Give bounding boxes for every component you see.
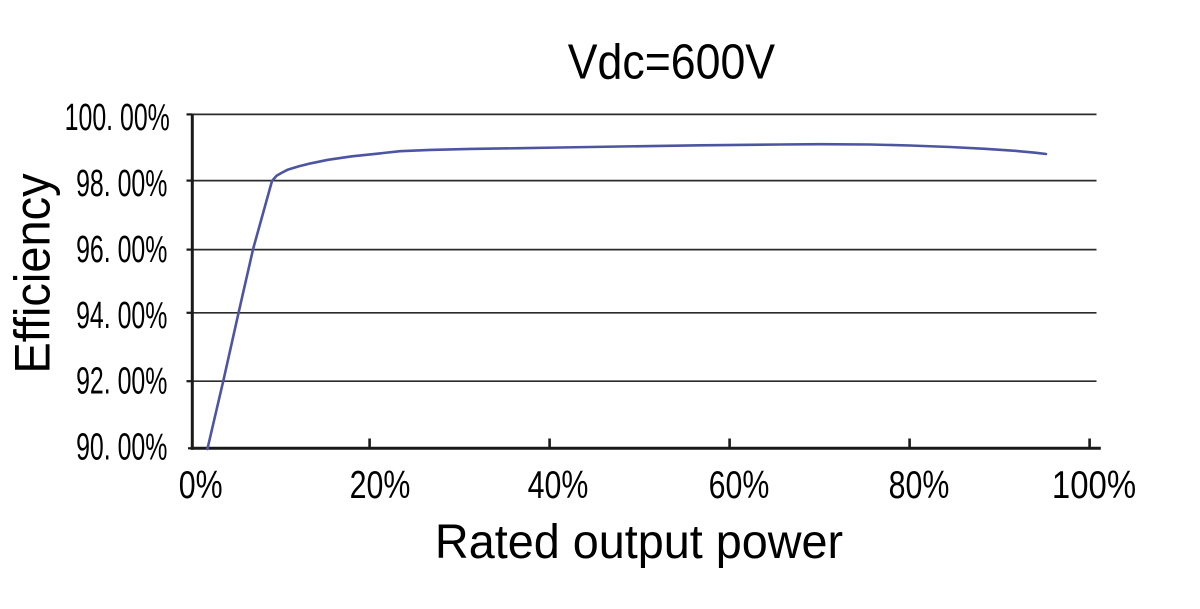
svg-text:92. 00%: 92. 00% [76,359,167,402]
svg-text:98. 00%: 98. 00% [76,162,167,205]
svg-text:20%: 20% [350,463,411,506]
svg-text:96. 00%: 96. 00% [76,228,167,271]
svg-text:0%: 0% [179,463,223,506]
svg-text:40%: 40% [528,463,589,506]
svg-text:Efficiency: Efficiency [5,173,61,374]
svg-text:100%: 100% [1052,462,1136,506]
svg-text:Vdc=600V: Vdc=600V [568,33,776,89]
svg-text:100. 00%: 100. 00% [65,96,170,139]
svg-text:Rated output power: Rated output power [435,515,843,569]
svg-text:80%: 80% [889,463,950,506]
svg-text:90. 00%: 90. 00% [76,425,167,468]
svg-text:60%: 60% [709,463,770,506]
svg-text:94. 00%: 94. 00% [76,293,167,336]
